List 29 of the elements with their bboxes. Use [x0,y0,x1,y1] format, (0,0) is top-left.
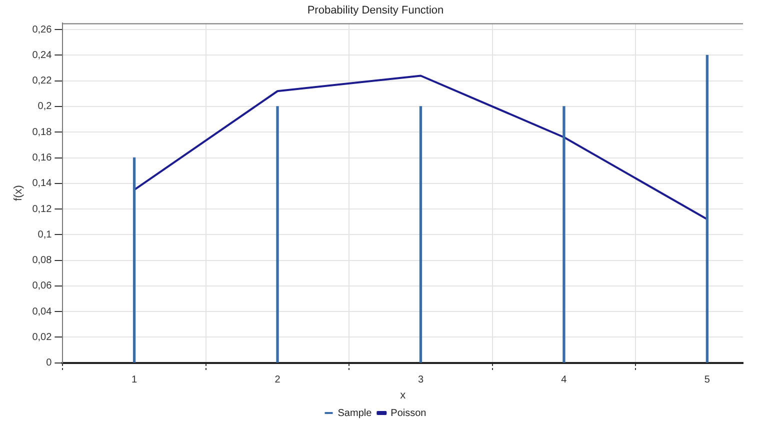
bar [562,106,566,363]
x-axis-title: x [400,389,406,402]
x-tick-label: 5 [704,374,710,386]
x-tick-label: 4 [561,374,568,386]
bar [419,106,422,363]
y-tick-label: 0,02 [32,332,52,343]
bar [132,157,136,363]
y-tick-label: 0,1 [38,229,52,240]
y-axis-title: f(x) [12,185,25,201]
bar [706,54,709,363]
y-tick-label: 0,2 [38,101,52,112]
chart-title: Probability Density Function [307,4,444,17]
y-tick-label: 0 [46,358,52,369]
legend-label: Poisson [390,408,426,419]
y-tick-label: 0,18 [32,126,52,138]
bar [276,106,279,363]
x-tick-label: 1 [131,374,138,386]
y-tick-label: 0,04 [32,306,52,318]
y-tick-label: 0,14 [32,178,52,190]
x-tick-label: 3 [418,374,424,386]
legend-label: Sample [338,408,372,419]
y-tick-label: 0,24 [32,50,52,61]
x-tick-label: 2 [274,374,281,386]
y-tick-label: 0,06 [32,280,52,292]
y-tick-label: 0,22 [32,76,52,87]
y-tick-label: 0,12 [32,204,52,215]
y-tick-label: 0,26 [32,24,52,36]
y-tick-label: 0,16 [32,152,52,164]
y-tick-label: 0,08 [32,255,52,266]
